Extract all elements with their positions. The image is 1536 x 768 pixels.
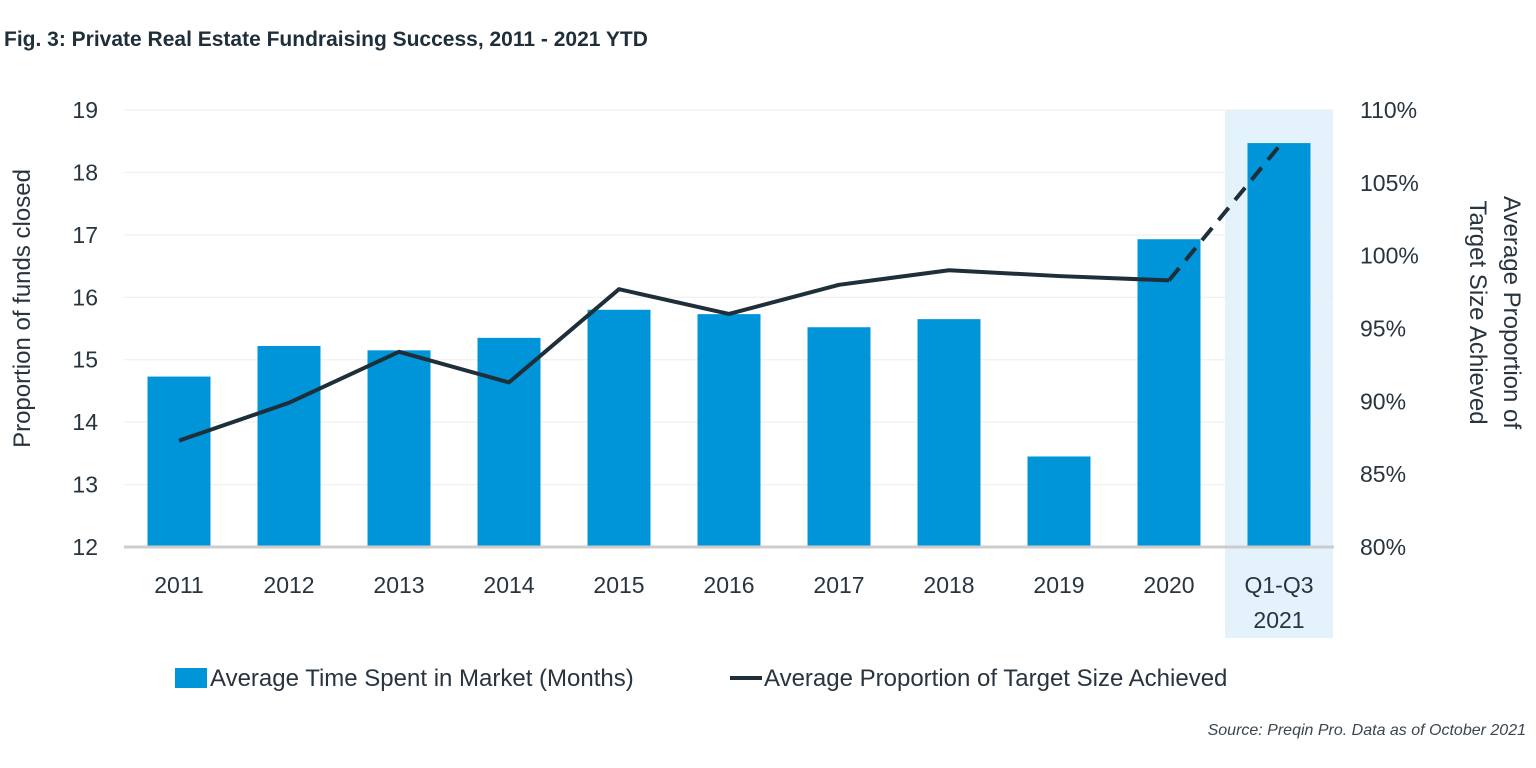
y-left-tick-label: 13 (72, 472, 98, 498)
y-left-tick-label: 12 (72, 534, 98, 560)
x-tick-label: 2011 (154, 572, 203, 598)
y-left-tick-label: 19 (72, 97, 98, 123)
chart-title: Fig. 3: Private Real Estate Fundraising … (4, 28, 648, 51)
bar-2018 (917, 319, 981, 547)
x-tick-label: 2013 (373, 572, 424, 598)
bar-2016 (697, 314, 761, 547)
x-tick-label: 2012 (263, 572, 314, 598)
bar-2019 (1027, 456, 1091, 547)
bar-2013 (367, 350, 431, 547)
y-left-tick-label: 16 (72, 284, 98, 310)
x-tick-label: 2017 (813, 572, 864, 598)
x-tick-label: 2018 (923, 572, 974, 598)
bar-2015 (587, 309, 651, 547)
y-right-tick-label: 105% (1360, 170, 1419, 196)
bar-q1-q3 (1247, 143, 1311, 547)
y-right-tick-label: 80% (1360, 534, 1406, 560)
legend-line-label: Average Proportion of Target Size Achiev… (764, 665, 1227, 692)
legend: Average Time Spent in Market (Months) Av… (175, 665, 1227, 692)
x-tick-label: 2020 (1143, 572, 1194, 598)
x-tick-label: 2015 (593, 572, 644, 598)
x-tick-label: Q1-Q3 (1244, 572, 1313, 598)
y-left-tick-label: 18 (72, 159, 98, 185)
y-right-tick-label: 110% (1360, 97, 1417, 123)
y-right-tick-label: 85% (1360, 461, 1406, 487)
y-left-tick-label: 17 (72, 222, 98, 248)
label-layer: 12 13 14 15 16 17 18 19 80% 85% 90% 95% 100% 105% 110%… (72, 97, 1418, 633)
y-axis-left-title: Proportion of funds closed (9, 169, 36, 448)
line-layer (178, 145, 1281, 443)
x-tick-label: 2019 (1033, 572, 1084, 598)
x-tick-label: 2016 (703, 572, 754, 598)
target-size-line-ytd-dashed (1167, 145, 1281, 282)
y-axis-right-title-line1: Average Proportion of (1498, 196, 1525, 429)
bar-2020 (1137, 239, 1201, 547)
y-right-tick-label: 90% (1360, 388, 1406, 414)
source-note: Source: Preqin Pro. Data as of October 2… (1207, 722, 1526, 739)
bar-2014 (477, 337, 541, 547)
x-tick-label-line2: 2021 (1253, 607, 1304, 633)
bar-layer (147, 143, 1311, 547)
y-right-tick-label: 95% (1360, 316, 1406, 342)
x-tick-label: 2014 (483, 572, 534, 598)
y-right-tick-label: 100% (1360, 243, 1419, 269)
bar-2017 (807, 327, 871, 547)
bar-2011 (147, 376, 211, 547)
y-axis-right-title-line2: Target Size Achieved (1464, 200, 1491, 424)
bar-2012 (257, 345, 321, 547)
target-size-line (178, 268, 1170, 443)
legend-bar-label: Average Time Spent in Market (Months) (210, 665, 634, 692)
legend-bar-swatch (175, 668, 207, 688)
y-left-tick-label: 15 (72, 347, 98, 373)
y-left-tick-label: 14 (72, 409, 98, 435)
